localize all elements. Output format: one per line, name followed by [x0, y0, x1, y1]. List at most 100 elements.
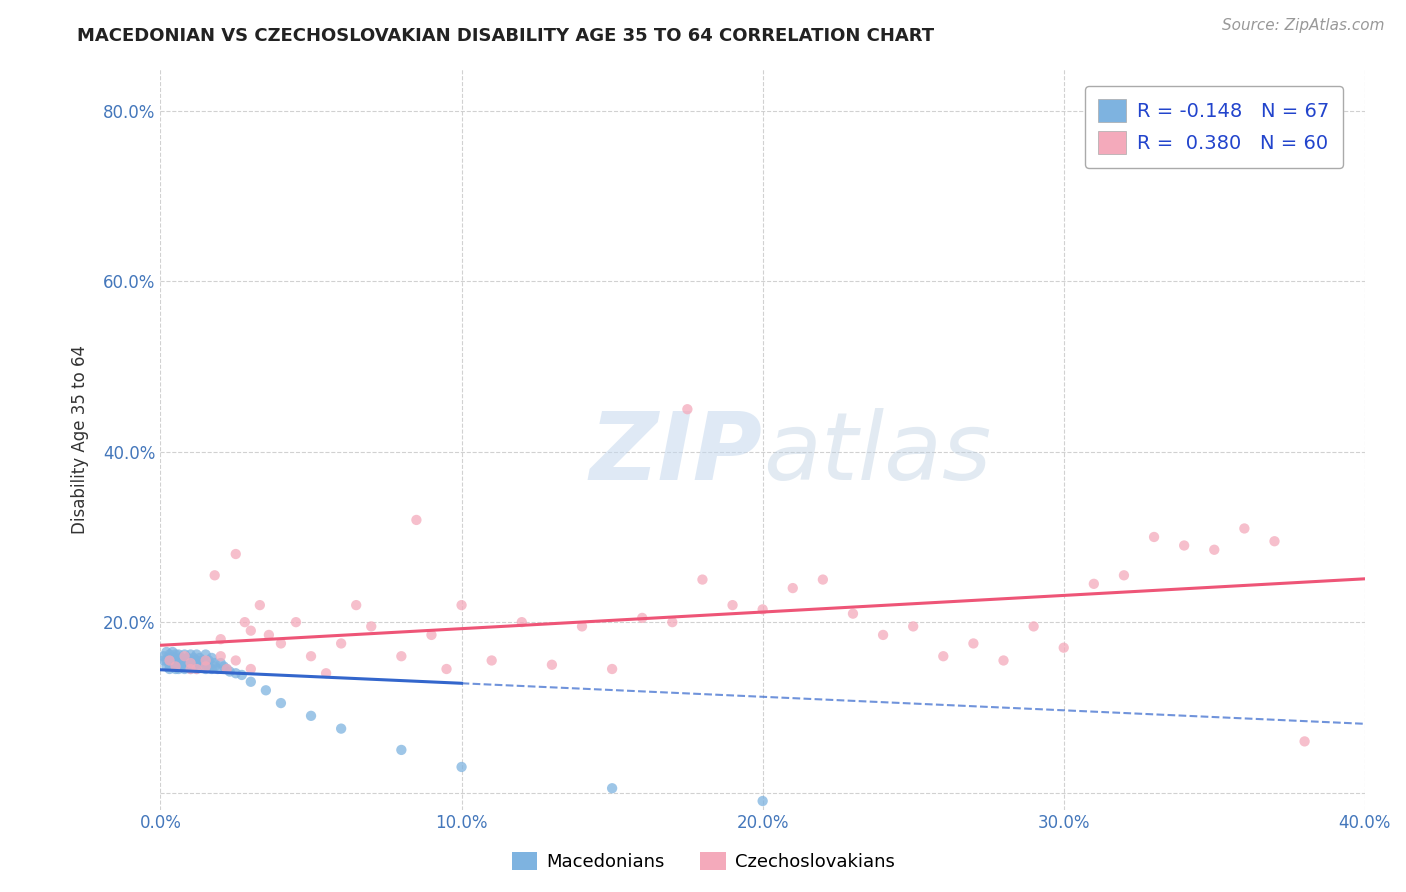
Point: [270, 696, 292, 710]
Point: [389, 649, 412, 664]
Point: [209, 649, 232, 664]
Point: [225, 666, 247, 681]
Point: [344, 598, 367, 612]
Point: [204, 659, 226, 673]
Point: [1294, 734, 1316, 748]
Point: [159, 662, 181, 676]
Point: [270, 636, 292, 650]
Point: [186, 653, 208, 667]
Point: [197, 653, 219, 667]
Point: [751, 794, 773, 808]
Point: [239, 624, 262, 638]
Point: [204, 568, 226, 582]
Point: [450, 760, 472, 774]
Point: [173, 649, 195, 664]
Point: [212, 659, 235, 673]
Point: [188, 656, 211, 670]
Point: [215, 662, 238, 676]
Point: [194, 659, 217, 673]
Point: [389, 743, 412, 757]
Point: [239, 662, 262, 676]
Point: [162, 659, 184, 673]
Point: [180, 656, 202, 670]
Point: [782, 581, 804, 595]
Point: [299, 649, 322, 664]
Point: [405, 513, 427, 527]
Point: [1083, 577, 1105, 591]
Point: [285, 615, 308, 629]
Point: [176, 656, 198, 670]
Point: [188, 651, 211, 665]
Point: [932, 649, 955, 664]
Point: [751, 602, 773, 616]
Point: [1112, 568, 1135, 582]
Point: [436, 662, 458, 676]
Point: [600, 662, 623, 676]
Point: [360, 619, 382, 633]
Point: [1053, 640, 1076, 655]
Point: [173, 662, 195, 676]
Point: [1233, 521, 1256, 535]
Point: [962, 636, 984, 650]
Point: [165, 662, 187, 676]
Point: [249, 598, 271, 612]
Point: [159, 648, 181, 662]
Point: [204, 656, 226, 670]
Point: [209, 632, 232, 647]
Point: [299, 709, 322, 723]
Point: [1204, 542, 1226, 557]
Point: [215, 662, 238, 676]
Point: [676, 402, 699, 417]
Point: [1022, 619, 1045, 633]
Point: [176, 651, 198, 665]
Point: [180, 662, 202, 676]
Point: [721, 598, 744, 612]
Point: [191, 659, 214, 673]
Point: [209, 656, 232, 670]
Point: [692, 573, 714, 587]
Point: [1173, 539, 1195, 553]
Point: [194, 648, 217, 662]
Point: [165, 651, 187, 665]
Point: [162, 651, 184, 665]
Point: [167, 657, 190, 672]
Point: [257, 628, 280, 642]
Point: [170, 659, 193, 673]
Point: [167, 653, 190, 667]
Point: [510, 615, 533, 629]
Point: [152, 653, 174, 667]
Point: [180, 662, 202, 676]
Point: [170, 656, 193, 670]
Legend: R = -0.148   N = 67, R =  0.380   N = 60: R = -0.148 N = 67, R = 0.380 N = 60: [1084, 86, 1343, 168]
Point: [155, 653, 177, 667]
Point: [173, 653, 195, 667]
Point: [218, 665, 240, 679]
Point: [167, 662, 190, 676]
Y-axis label: Disability Age 35 to 64: Disability Age 35 to 64: [72, 344, 89, 533]
Point: [450, 598, 472, 612]
Text: atlas: atlas: [762, 409, 991, 500]
Legend: Macedonians, Czechoslovakians: Macedonians, Czechoslovakians: [505, 845, 901, 879]
Point: [186, 648, 208, 662]
Point: [993, 653, 1015, 667]
Point: [180, 653, 202, 667]
Point: [1263, 534, 1285, 549]
Point: [183, 657, 205, 672]
Point: [872, 628, 894, 642]
Point: [186, 662, 208, 676]
Point: [183, 651, 205, 665]
Point: [170, 651, 193, 665]
Point: [233, 615, 256, 629]
Point: [159, 651, 181, 665]
Point: [197, 659, 219, 673]
Point: [167, 648, 190, 662]
Point: [330, 636, 353, 650]
Point: [165, 659, 187, 673]
Point: [191, 653, 214, 667]
Point: [201, 651, 224, 665]
Point: [159, 657, 181, 672]
Point: [165, 648, 187, 662]
Point: [183, 659, 205, 673]
Point: [155, 645, 177, 659]
Point: [207, 662, 229, 676]
